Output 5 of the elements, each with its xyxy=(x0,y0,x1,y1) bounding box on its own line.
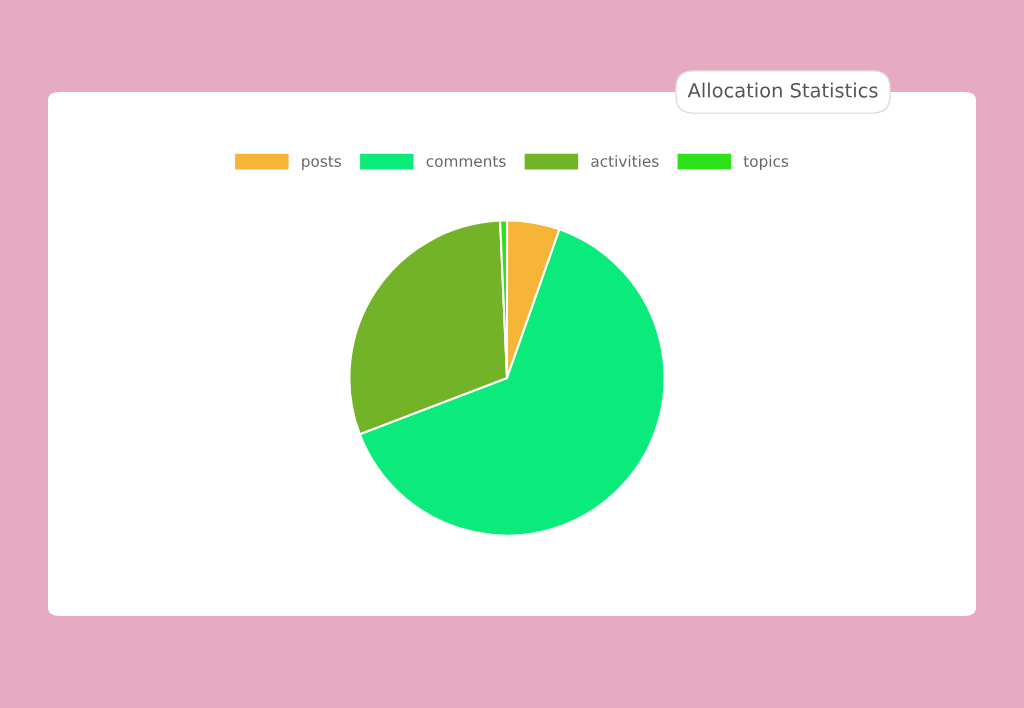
legend-label: topics xyxy=(743,155,789,170)
legend-label: comments xyxy=(426,156,506,167)
chart-title: Allocation Statistics xyxy=(687,82,878,98)
legend-label: posts xyxy=(302,156,342,170)
legend-label: activities xyxy=(591,155,659,167)
